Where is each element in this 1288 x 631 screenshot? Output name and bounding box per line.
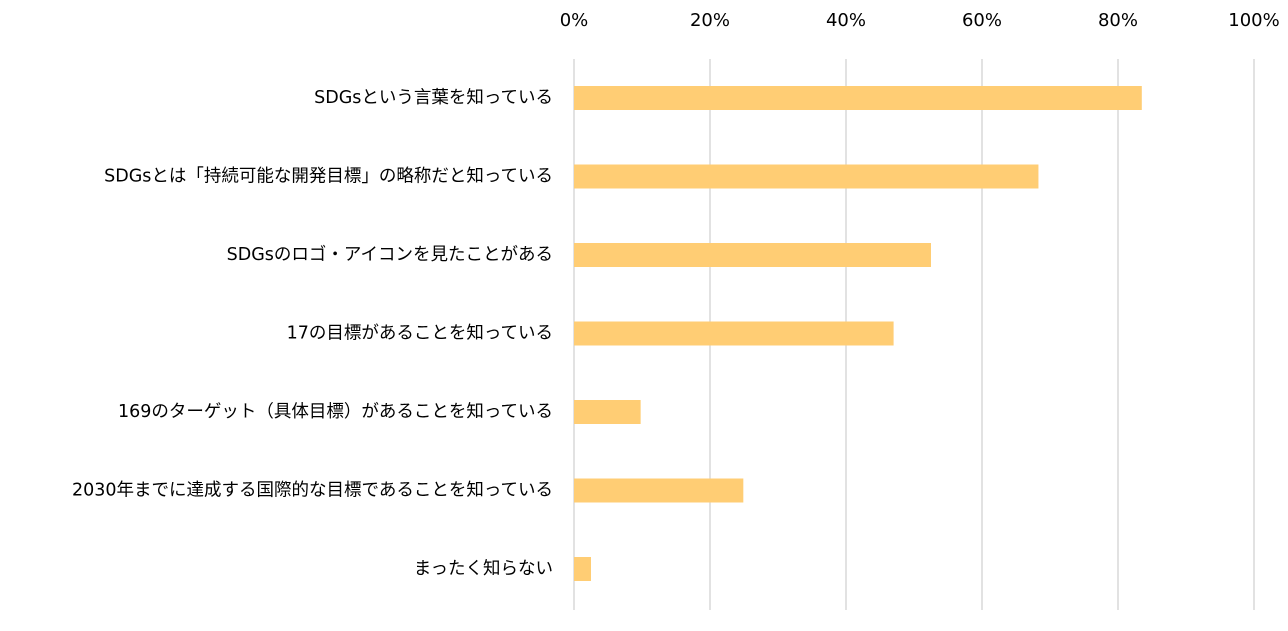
x-axis-ticks: 0% 20% 40% 60% 80% 100% bbox=[560, 10, 1280, 31]
bars bbox=[574, 86, 1142, 581]
x-tick-label: 0% bbox=[560, 10, 589, 31]
category-label: 17の目標があることを知っている bbox=[287, 324, 553, 344]
category-label: まったく知らない bbox=[414, 559, 553, 579]
bar bbox=[574, 243, 931, 267]
bar bbox=[574, 86, 1142, 110]
x-tick-label: 100% bbox=[1228, 10, 1279, 31]
category-label: 2030年までに達成する国際的な目標であることを知っている bbox=[72, 481, 553, 501]
category-label: SDGsという言葉を知っている bbox=[314, 88, 553, 108]
bar bbox=[574, 321, 894, 346]
bar bbox=[574, 478, 744, 503]
category-label: SDGsとは「持続可能な開発目標」の略称だと知っている bbox=[104, 167, 553, 187]
bar bbox=[574, 164, 1039, 189]
x-tick-label: 40% bbox=[826, 10, 866, 31]
x-tick-label: 20% bbox=[690, 10, 730, 31]
category-label: SDGsのロゴ・アイコンを見たことがある bbox=[227, 244, 553, 265]
bar bbox=[574, 400, 641, 424]
category-label: 169のターゲット（具体目標）があることを知っている bbox=[118, 402, 553, 422]
bar bbox=[574, 557, 591, 581]
x-tick-label: 80% bbox=[1098, 10, 1138, 31]
x-tick-label: 60% bbox=[962, 10, 1002, 31]
category-labels: SDGsという言葉を知っている SDGsとは「持続可能な開発目標」の略称だと知って… bbox=[72, 88, 553, 579]
